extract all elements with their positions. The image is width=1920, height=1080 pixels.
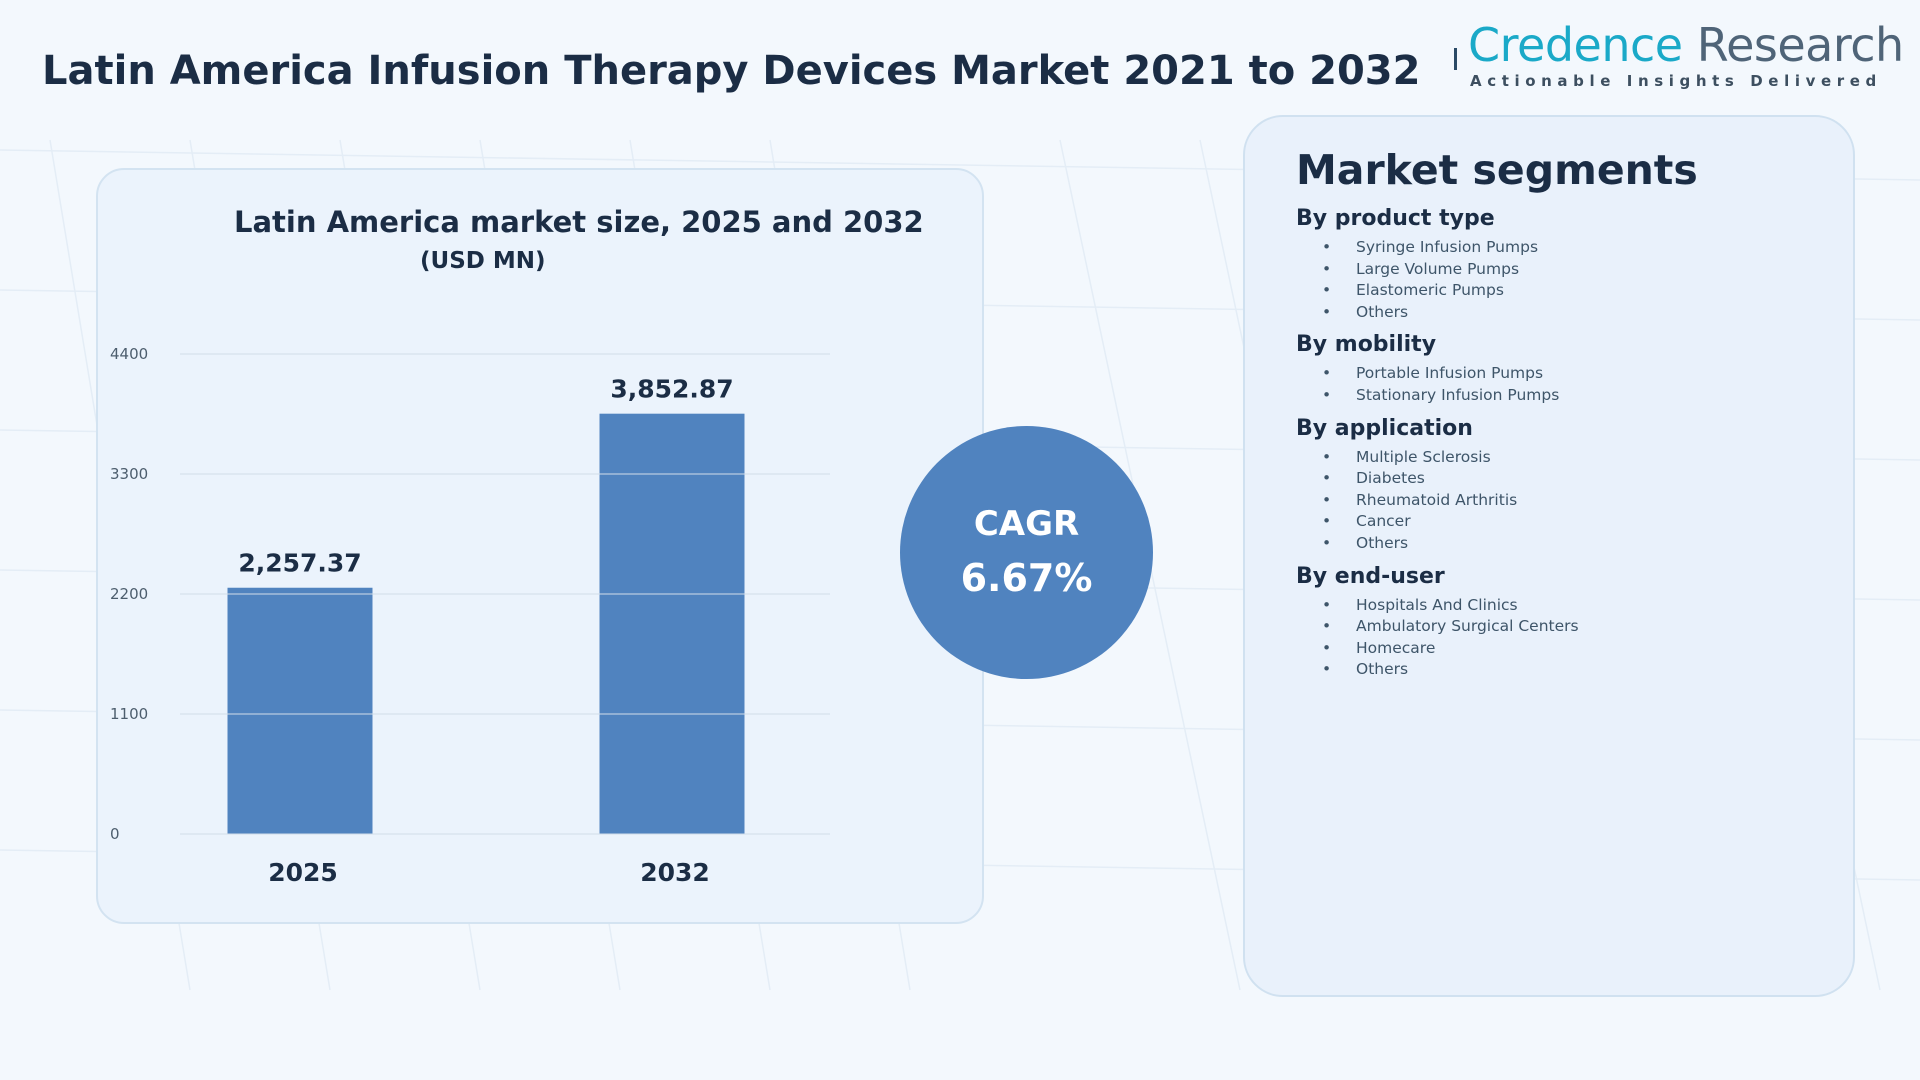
segment-item: Stationary Infusion Pumps: [1296, 385, 1836, 407]
segment-group: By mobility Portable Infusion PumpsStatio…: [1296, 331, 1836, 406]
logo-name: Credence Research: [1468, 18, 1904, 72]
segment-item: Large Volume Pumps: [1296, 259, 1836, 281]
segment-heading: By end-user: [1296, 563, 1445, 589]
logo-name-part2: Research: [1696, 18, 1905, 72]
cagr-badge: CAGR 6.67%: [900, 426, 1153, 679]
segment-item: Others: [1296, 659, 1836, 681]
cagr-label: CAGR: [973, 504, 1080, 544]
y-tick-label: 0: [110, 825, 120, 843]
segment-heading: By mobility: [1296, 332, 1437, 358]
segments-title: Market segments: [1296, 146, 1698, 194]
segment-item: Homecare: [1296, 638, 1836, 660]
segment-list: Portable Infusion PumpsStationary Infusi…: [1296, 363, 1836, 406]
page-title: Latin America Infusion Therapy Devices M…: [42, 48, 1421, 94]
segment-item: Multiple Sclerosis: [1296, 447, 1836, 469]
segment-group: By product type Syringe Infusion PumpsLar…: [1296, 205, 1836, 323]
segment-item: Hospitals And Clinics: [1296, 595, 1836, 617]
bar-2032: [599, 413, 745, 834]
segment-groups: By product type Syringe Infusion PumpsLar…: [1296, 205, 1836, 681]
y-tick-label: 2200: [110, 585, 148, 603]
cagr-value: 6.67%: [960, 556, 1093, 600]
segment-item: Elastomeric Pumps: [1296, 280, 1836, 302]
y-tick-label: 3300: [110, 465, 148, 483]
segment-list: Hospitals And ClinicsAmbulatory Surgical…: [1296, 595, 1836, 681]
logo-name-part1: Credence: [1468, 18, 1683, 72]
bar-2025: [227, 587, 373, 834]
segment-item: Diabetes: [1296, 468, 1836, 490]
x-tick-label: 2025: [268, 858, 338, 887]
segment-list: Syringe Infusion PumpsLarge Volume Pumps…: [1296, 237, 1836, 323]
segment-item: Syringe Infusion Pumps: [1296, 237, 1836, 259]
segment-group: By application Multiple SclerosisDiabetes…: [1296, 415, 1836, 555]
data-label: 3,852.87: [610, 375, 733, 404]
segment-item: Portable Infusion Pumps: [1296, 363, 1836, 385]
segment-item: Ambulatory Surgical Centers: [1296, 616, 1836, 638]
y-tick-label: 1100: [110, 705, 148, 723]
y-tick-label: 4400: [110, 345, 148, 363]
data-label: 2,257.37: [238, 549, 361, 578]
x-tick-label: 2032: [640, 858, 710, 887]
chart-title: Latin America market size, 2025 and 2032: [234, 205, 924, 239]
credence-research-logo: Credence Research Actionable Insights De…: [1450, 18, 1904, 98]
segment-list: Multiple SclerosisDiabetesRheumatoid Art…: [1296, 447, 1836, 555]
logo-tagline: Actionable Insights Delivered: [1470, 72, 1882, 90]
segment-item: Others: [1296, 302, 1836, 324]
segment-item: Rheumatoid Arthritis: [1296, 490, 1836, 512]
logo-mark-icon: [1454, 48, 1457, 70]
segment-group: By end-user Hospitals And ClinicsAmbulato…: [1296, 563, 1836, 681]
segments-content: Market segments By product type Syringe I…: [1296, 146, 1836, 689]
segment-item: Cancer: [1296, 511, 1836, 533]
segment-heading: By product type: [1296, 206, 1495, 232]
segment-item: Others: [1296, 533, 1836, 555]
chart-unit-label: (USD MN): [420, 248, 546, 274]
segment-heading: By application: [1296, 415, 1473, 441]
